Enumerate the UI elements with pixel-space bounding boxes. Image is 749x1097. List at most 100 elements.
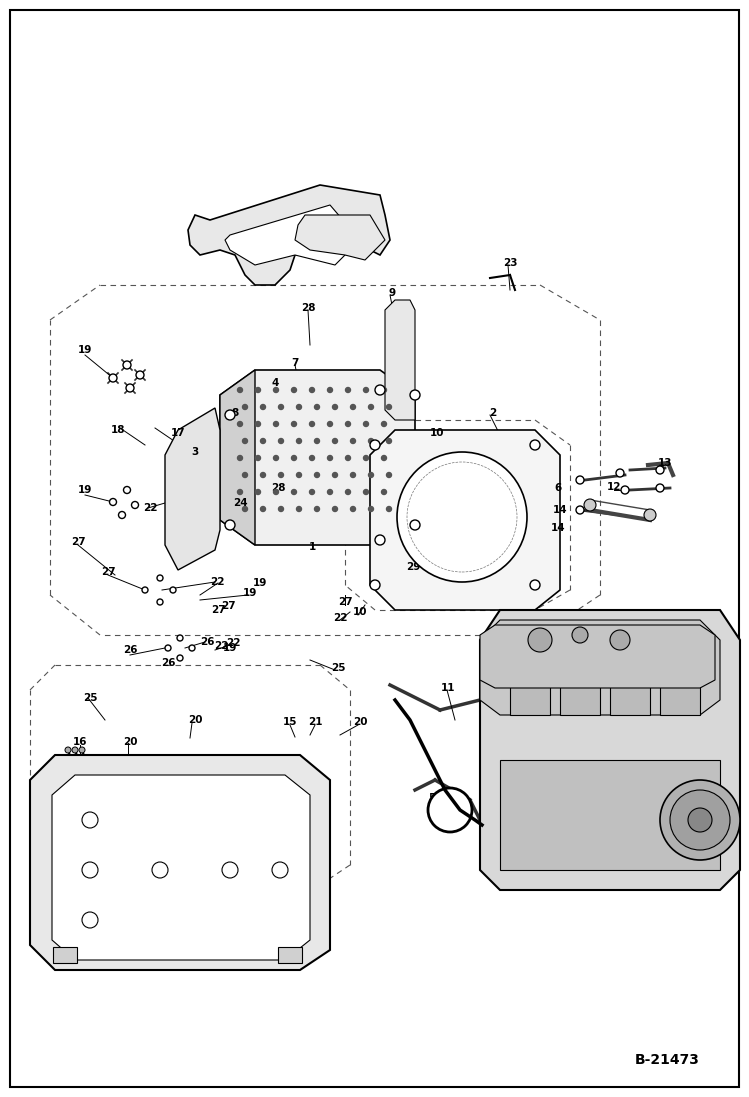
Circle shape [351, 439, 356, 443]
Text: 10: 10 [430, 428, 444, 438]
Circle shape [370, 580, 380, 590]
Text: 7: 7 [291, 358, 299, 367]
Circle shape [165, 645, 171, 651]
Text: 16: 16 [73, 737, 87, 747]
Circle shape [132, 501, 139, 509]
Text: 3: 3 [192, 446, 198, 457]
Circle shape [660, 780, 740, 860]
Text: 24: 24 [233, 498, 247, 508]
Text: 10: 10 [353, 607, 367, 617]
Polygon shape [370, 430, 560, 610]
Bar [53, 947, 77, 963]
Bar [560, 675, 600, 715]
Text: 9: 9 [389, 289, 395, 298]
Polygon shape [52, 774, 310, 960]
Text: 27: 27 [100, 567, 115, 577]
Circle shape [333, 473, 338, 477]
Circle shape [222, 862, 238, 878]
Text: 18: 18 [111, 425, 125, 436]
Circle shape [123, 361, 131, 369]
Circle shape [386, 473, 392, 477]
Text: 25: 25 [331, 663, 345, 672]
Circle shape [584, 499, 596, 511]
Circle shape [261, 473, 265, 477]
Circle shape [363, 455, 369, 461]
Circle shape [621, 486, 629, 494]
Circle shape [381, 489, 386, 495]
Text: 27: 27 [221, 601, 235, 611]
Circle shape [309, 489, 315, 495]
Text: 21: 21 [308, 717, 322, 727]
Circle shape [255, 455, 261, 461]
Circle shape [297, 439, 302, 443]
Circle shape [279, 507, 284, 511]
Circle shape [656, 466, 664, 474]
Circle shape [530, 580, 540, 590]
Text: 13: 13 [658, 459, 673, 468]
Circle shape [273, 489, 279, 495]
Circle shape [576, 506, 584, 514]
Polygon shape [480, 610, 740, 890]
Text: 19: 19 [78, 344, 92, 355]
Circle shape [386, 439, 392, 443]
Text: 20: 20 [188, 715, 202, 725]
Circle shape [369, 439, 374, 443]
Circle shape [363, 387, 369, 393]
Polygon shape [30, 755, 330, 970]
Bar [278, 947, 302, 963]
Circle shape [189, 645, 195, 651]
Polygon shape [165, 408, 220, 570]
Text: 29: 29 [406, 562, 420, 572]
Circle shape [327, 387, 333, 393]
Circle shape [177, 655, 183, 661]
Circle shape [273, 387, 279, 393]
Circle shape [576, 476, 584, 484]
Circle shape [410, 520, 420, 530]
Circle shape [345, 421, 351, 427]
Circle shape [369, 507, 374, 511]
Circle shape [610, 630, 630, 651]
Circle shape [315, 405, 320, 409]
Circle shape [255, 489, 261, 495]
Circle shape [345, 455, 351, 461]
Circle shape [82, 912, 98, 928]
Bar [510, 675, 550, 715]
Polygon shape [220, 370, 415, 545]
Text: 5: 5 [428, 793, 436, 803]
Circle shape [363, 489, 369, 495]
Circle shape [309, 455, 315, 461]
Circle shape [109, 374, 117, 382]
Circle shape [370, 440, 380, 450]
Text: 26: 26 [161, 658, 175, 668]
Text: 22: 22 [333, 613, 348, 623]
Text: 22: 22 [213, 641, 228, 651]
Circle shape [386, 507, 392, 511]
Circle shape [136, 371, 144, 378]
Text: 27: 27 [70, 538, 85, 547]
Circle shape [124, 486, 130, 494]
Circle shape [273, 455, 279, 461]
Circle shape [327, 421, 333, 427]
Circle shape [297, 473, 302, 477]
Bar [660, 675, 700, 715]
Text: 15: 15 [283, 717, 297, 727]
Circle shape [142, 587, 148, 593]
Circle shape [315, 439, 320, 443]
Circle shape [369, 473, 374, 477]
Circle shape [375, 385, 385, 395]
Text: 19: 19 [253, 578, 267, 588]
Circle shape [291, 387, 297, 393]
Text: 14: 14 [553, 505, 567, 514]
Text: 19: 19 [78, 485, 92, 495]
Text: 14: 14 [551, 523, 565, 533]
Circle shape [345, 489, 351, 495]
Text: 22: 22 [225, 638, 240, 648]
Text: 28: 28 [270, 483, 285, 493]
Text: 19: 19 [243, 588, 257, 598]
Circle shape [157, 575, 163, 581]
Circle shape [386, 405, 392, 409]
Circle shape [644, 509, 656, 521]
Circle shape [327, 489, 333, 495]
Circle shape [279, 405, 284, 409]
Circle shape [530, 440, 540, 450]
